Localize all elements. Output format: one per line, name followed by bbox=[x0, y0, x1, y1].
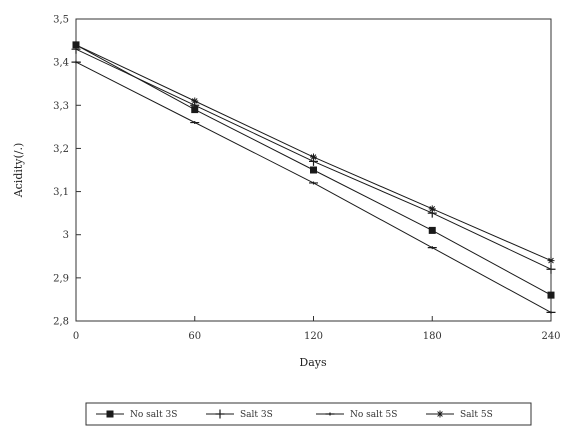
series-3 bbox=[71, 60, 556, 314]
legend-item: Salt 5S bbox=[426, 410, 493, 420]
y-tick-label: 3,1 bbox=[53, 187, 69, 198]
data-point bbox=[191, 97, 199, 105]
x-tick-label: 180 bbox=[423, 331, 442, 342]
x-tick-label: 0 bbox=[73, 331, 79, 342]
y-tick-label: 3,2 bbox=[53, 144, 69, 155]
series-layer bbox=[71, 41, 556, 314]
y-tick-label: 3,5 bbox=[53, 15, 69, 26]
data-point bbox=[546, 264, 556, 274]
legend: No salt 3S Salt 3S No salt 5S Salt 5S bbox=[96, 409, 493, 420]
data-point bbox=[310, 166, 317, 174]
y-tick-label: 3,4 bbox=[53, 58, 69, 69]
legend-marker bbox=[325, 412, 335, 416]
x-tick-label: 60 bbox=[188, 331, 201, 342]
data-point bbox=[310, 153, 317, 161]
legend-marker bbox=[106, 410, 114, 418]
data-point bbox=[547, 291, 555, 299]
legend-box bbox=[85, 402, 532, 426]
y-tick-label: 3,3 bbox=[53, 101, 69, 112]
y-axis-label: Acidity(/.) bbox=[12, 143, 25, 199]
legend-label: Salt 3S bbox=[240, 410, 273, 420]
data-point bbox=[547, 257, 555, 265]
data-point bbox=[546, 310, 556, 314]
legend-label: No salt 5S bbox=[350, 410, 397, 420]
data-point bbox=[72, 41, 80, 49]
y-tick-label: 3 bbox=[63, 230, 69, 241]
data-point bbox=[71, 60, 81, 64]
data-point bbox=[309, 181, 318, 185]
data-point bbox=[428, 226, 436, 234]
x-axis-label: Days bbox=[299, 356, 327, 369]
legend-item: No salt 5S bbox=[316, 410, 397, 420]
data-point bbox=[190, 121, 200, 125]
series-4 bbox=[72, 41, 555, 265]
x-tick-label: 120 bbox=[304, 331, 323, 342]
data-point bbox=[428, 205, 436, 213]
x-axis-ticks: 0 60 120 180 240 bbox=[73, 316, 561, 342]
x-tick-label: 240 bbox=[541, 331, 560, 342]
data-point bbox=[427, 246, 437, 250]
y-tick-label: 2,8 bbox=[53, 317, 69, 328]
legend-item: Salt 3S bbox=[206, 409, 273, 420]
legend-label: No salt 3S bbox=[130, 410, 177, 420]
y-tick-label: 2,9 bbox=[53, 273, 69, 284]
legend-marker bbox=[436, 410, 444, 418]
legend-marker bbox=[215, 409, 225, 419]
legend-label: Salt 5S bbox=[460, 410, 493, 420]
legend-item: No salt 3S bbox=[96, 410, 177, 420]
